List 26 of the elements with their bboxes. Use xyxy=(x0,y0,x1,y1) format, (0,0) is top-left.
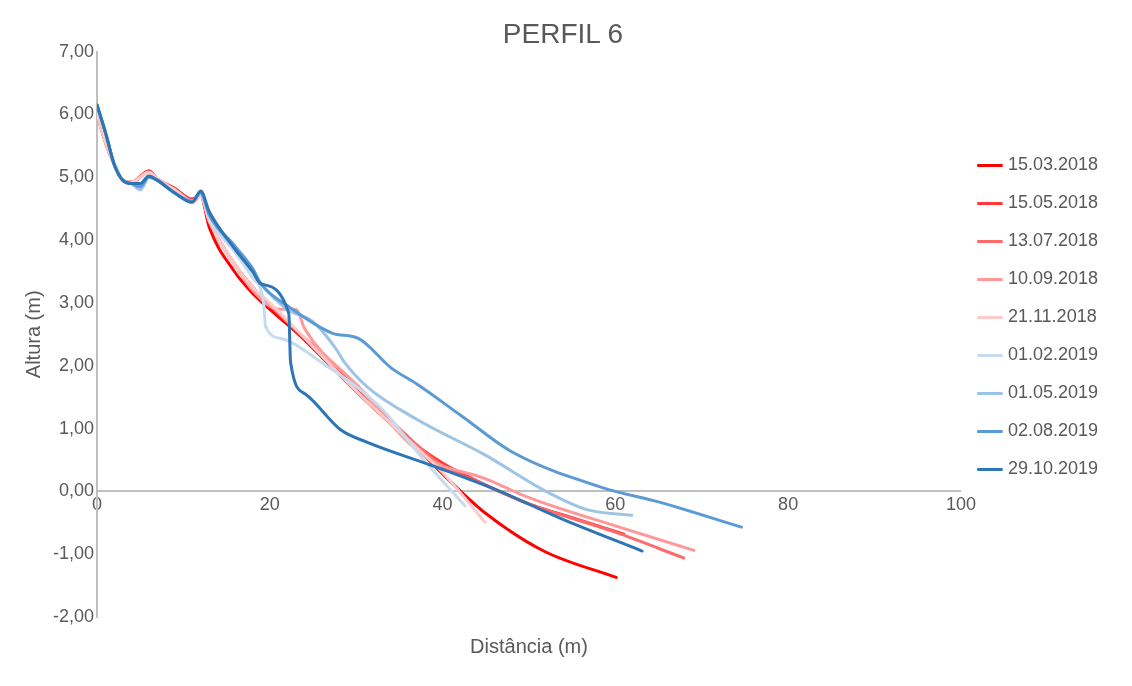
y-tick-label: 1,00 xyxy=(58,417,95,438)
x-tick-label: 80 xyxy=(778,494,799,515)
x-tick-label: 20 xyxy=(259,494,280,515)
x-tick-label: 40 xyxy=(432,494,453,515)
y-tick-label: 4,00 xyxy=(58,229,95,250)
chart-title: PERFIL 6 xyxy=(502,17,624,49)
y-tick-label: 6,00 xyxy=(58,103,95,124)
y-tick-label: -2,00 xyxy=(53,605,95,626)
y-tick-label: 3,00 xyxy=(58,291,95,312)
x-tick-label: 100 xyxy=(945,494,976,515)
legend-label: 02.08.2019 xyxy=(1007,420,1099,441)
y-axis-title: Altura (m) xyxy=(21,290,44,379)
x-tick-label: 60 xyxy=(605,494,626,515)
legend-label: 13.07.2018 xyxy=(1007,230,1099,251)
y-tick-label: -1,00 xyxy=(53,543,95,564)
legend-label: 29.10.2019 xyxy=(1007,458,1099,479)
legend-label: 01.05.2019 xyxy=(1007,382,1099,403)
y-tick-label: 5,00 xyxy=(58,166,95,187)
legend-label: 10.09.2018 xyxy=(1007,268,1099,289)
legend-label: 15.03.2018 xyxy=(1007,154,1099,175)
legend-label: 21.11.2018 xyxy=(1007,306,1097,327)
y-tick-label: 2,00 xyxy=(58,354,95,375)
y-tick-label: 7,00 xyxy=(58,40,95,61)
legend-label: 15.05.2018 xyxy=(1007,192,1099,213)
x-axis-title: Distância (m) xyxy=(470,634,588,657)
legend-label: 01.02.2019 xyxy=(1007,344,1099,365)
